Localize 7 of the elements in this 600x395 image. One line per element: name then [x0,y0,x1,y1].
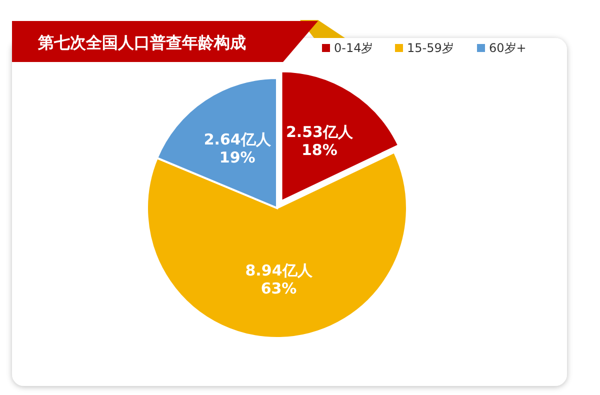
legend-label: 15-59岁 [407,41,454,55]
data-label: 8.94亿人 63% [245,261,314,298]
data-label: 2.64亿人 19% [204,130,272,166]
data-label: 2.53亿人 18% [286,122,354,159]
legend-label: 60岁+ [489,41,526,55]
chart-title: 第七次全国人口普查年龄构成 [37,33,246,52]
legend-label: 0-14岁 [334,41,374,55]
